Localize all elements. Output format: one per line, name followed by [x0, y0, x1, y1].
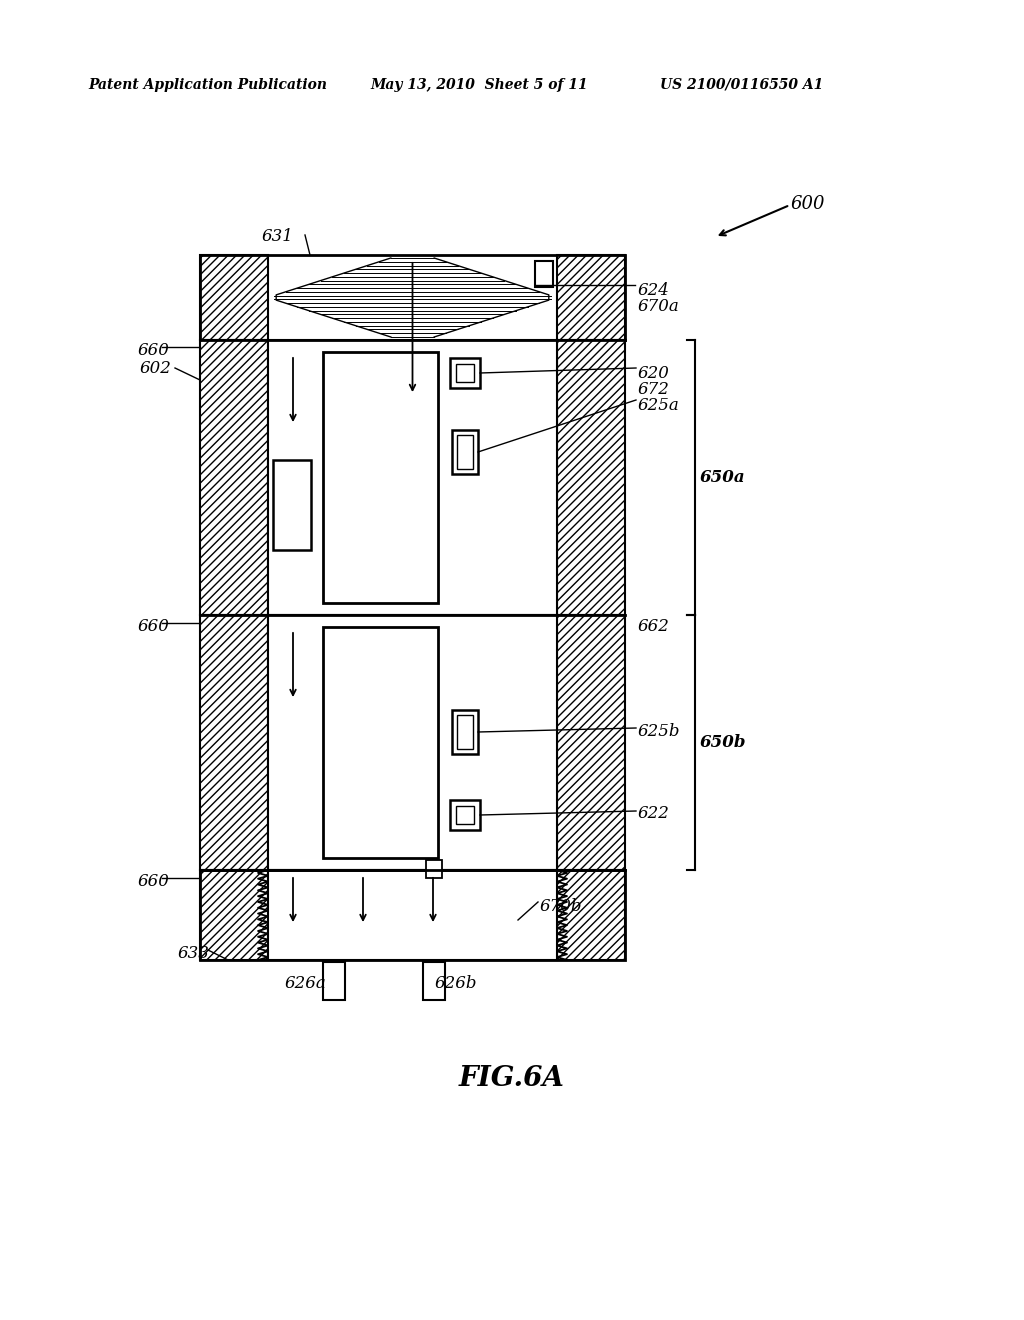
Bar	[200, 255, 625, 341]
Bar	[268, 341, 557, 615]
Text: Patent Application Publication: Patent Application Publication	[88, 78, 327, 92]
Bar	[557, 615, 625, 870]
Bar	[200, 341, 268, 615]
Text: US 2100/0116550 A1: US 2100/0116550 A1	[660, 78, 823, 92]
Bar	[323, 962, 345, 1001]
Bar	[557, 341, 625, 615]
Text: 672: 672	[638, 381, 670, 399]
Text: 670a: 670a	[638, 298, 680, 315]
Bar	[323, 627, 438, 858]
Bar	[452, 710, 478, 754]
Bar	[557, 870, 625, 960]
Bar	[268, 615, 557, 870]
Bar	[423, 962, 445, 1001]
Text: 631: 631	[262, 228, 294, 246]
Bar	[200, 870, 625, 960]
Text: 626b: 626b	[435, 975, 477, 993]
Bar	[457, 715, 473, 748]
Text: 660: 660	[138, 873, 170, 890]
Text: 660: 660	[138, 342, 170, 359]
Bar	[273, 459, 311, 550]
Text: 600: 600	[790, 195, 824, 213]
Bar	[456, 364, 474, 381]
Bar	[456, 807, 474, 824]
Text: 625a: 625a	[638, 397, 680, 414]
Text: 626a: 626a	[285, 975, 327, 993]
Bar	[200, 615, 268, 870]
Text: 650b: 650b	[700, 734, 746, 751]
Text: 624: 624	[638, 282, 670, 300]
Text: 660: 660	[138, 618, 170, 635]
Bar	[268, 870, 557, 960]
Bar	[457, 436, 473, 469]
Text: 602: 602	[140, 360, 172, 378]
Text: 662: 662	[638, 618, 670, 635]
Text: 633: 633	[178, 945, 210, 962]
Bar	[200, 255, 268, 341]
Text: 670b: 670b	[540, 898, 583, 915]
Bar	[450, 358, 480, 388]
Text: May 13, 2010  Sheet 5 of 11: May 13, 2010 Sheet 5 of 11	[370, 78, 588, 92]
Bar	[200, 870, 268, 960]
Bar	[452, 430, 478, 474]
Text: 650a: 650a	[700, 469, 745, 486]
Text: FIG.6A: FIG.6A	[459, 1065, 565, 1092]
Text: 620: 620	[638, 366, 670, 381]
Bar	[450, 800, 480, 830]
Bar	[535, 261, 553, 286]
Bar	[426, 861, 442, 878]
Bar	[557, 255, 625, 341]
Text: 622: 622	[638, 805, 670, 822]
Bar	[323, 352, 438, 603]
Text: 625b: 625b	[638, 723, 681, 741]
